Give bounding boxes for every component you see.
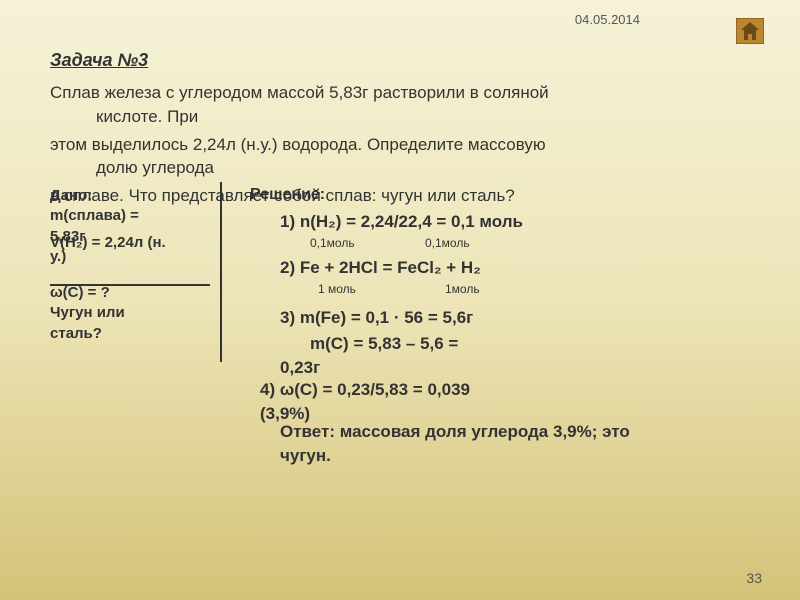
step-3: 3) m(Fe) = 0,1 · 56 = 5,6г	[280, 308, 473, 328]
given-q1: ω(С) = ?	[50, 283, 230, 303]
given-q3: сталь?	[50, 324, 230, 344]
task-title: Задача №3	[50, 50, 750, 71]
page-number: 33	[746, 570, 762, 586]
divider-vertical	[220, 182, 222, 362]
step-4b: (3,9%)	[260, 404, 310, 424]
problem-line2: этом выделилось 2,24л (н.у.) водорода. О…	[50, 133, 750, 157]
given-label: Дано:	[50, 186, 230, 206]
step-2-small-a: 1 моль	[318, 282, 356, 296]
problem-line2b: долю углерода	[50, 156, 750, 180]
answer-line1: Ответ: массовая доля углерода 3,9%; это	[280, 422, 630, 442]
step-1-small-a: 0,1моль	[310, 236, 355, 250]
given-l2b: V(H₂) = 2,24л (н.	[50, 233, 166, 253]
home-icon[interactable]	[736, 18, 764, 44]
step-1: 1) n(H₂) = 2,24/22,4 = 0,1 моль	[280, 212, 523, 232]
solution-zone: в сплаве. Что представляет собой сплав: …	[50, 186, 750, 486]
step-1-small-b: 0,1моль	[425, 236, 470, 250]
solution-label: Решение:	[250, 186, 325, 204]
problem-line1: Сплав железа с углеродом массой 5,83г ра…	[50, 81, 750, 105]
step-3c: 0,23г	[280, 358, 320, 378]
step-3b: m(C) = 5,83 – 5,6 =	[310, 334, 458, 354]
problem-text: Сплав железа с углеродом массой 5,83г ра…	[50, 81, 750, 180]
step-4: 4) ω(С) = 0,23/5,83 = 0,039	[260, 380, 470, 400]
step-2: 2) Fe + 2HCl = FeCl₂ + H₂	[280, 258, 481, 278]
step-2-small-b: 1моль	[445, 282, 480, 296]
given-q2: Чугун или	[50, 303, 230, 323]
answer-line2: чугун.	[280, 446, 331, 466]
problem-line1b: кислоте. При	[50, 105, 750, 129]
given-block: Дано: m(сплава) = 5,83г V(H₂) = 2,24л (н…	[50, 186, 230, 344]
given-l1: m(сплава) =	[50, 206, 230, 226]
divider-horizontal	[50, 284, 210, 286]
date: 04.05.2014	[575, 12, 640, 27]
